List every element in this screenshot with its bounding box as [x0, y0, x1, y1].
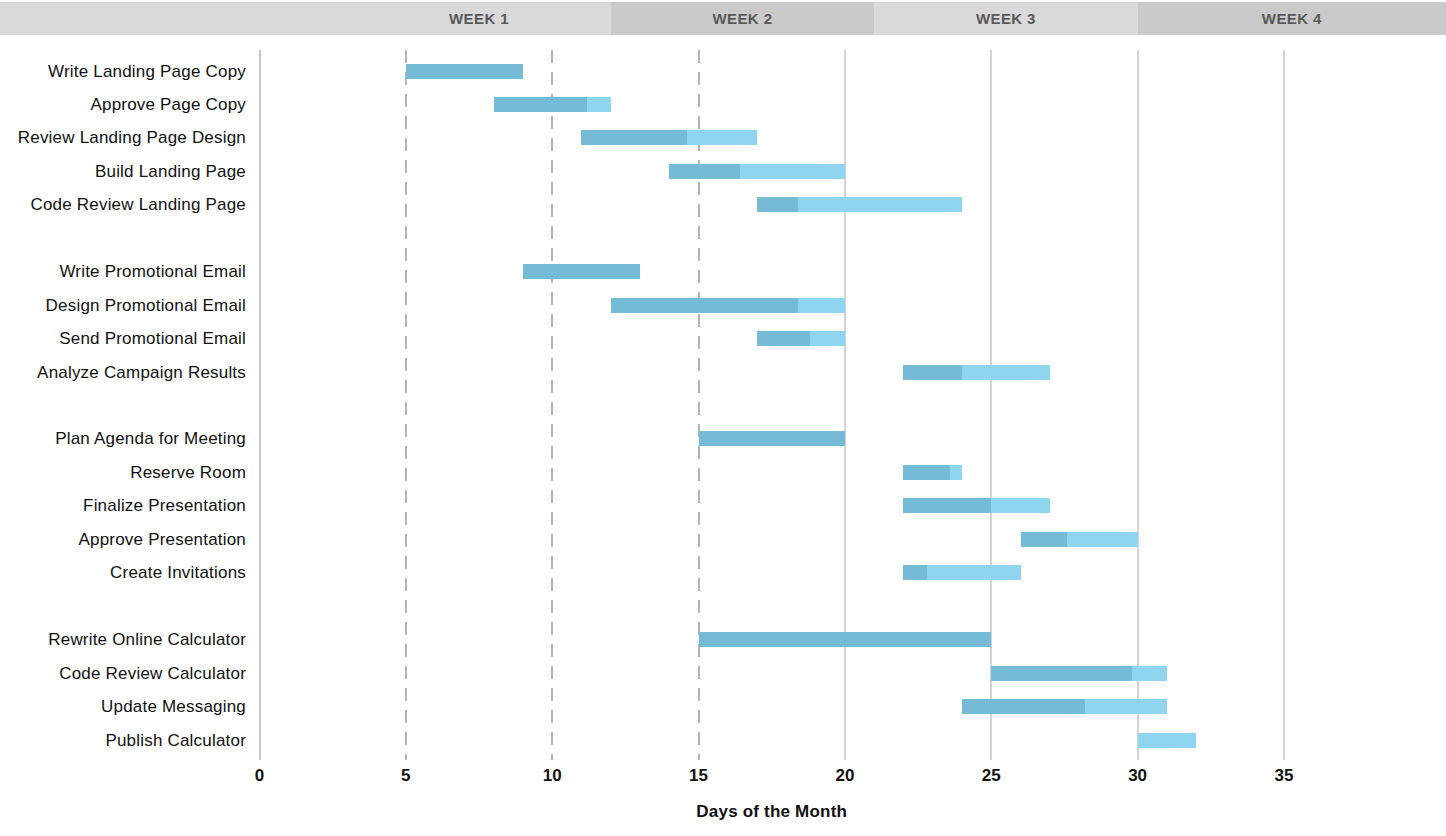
- gridline-day-10: [551, 50, 553, 760]
- week-band-label: WEEK 1: [449, 2, 509, 35]
- task-label: Design Promotional Email: [0, 295, 246, 316]
- gantt-bar: [699, 431, 845, 446]
- bar-remaining-segment: [1067, 532, 1137, 547]
- gantt-bar: [406, 64, 523, 79]
- bar-remaining-segment: [587, 97, 610, 112]
- bar-complete-segment: [581, 130, 686, 145]
- bar-remaining-segment: [991, 498, 1050, 513]
- gridline-day-20: [844, 50, 846, 760]
- bar-remaining-segment: [927, 565, 1021, 580]
- gantt-bar: [1138, 733, 1197, 748]
- gantt-bar: [757, 331, 845, 346]
- task-label: Update Messaging: [0, 696, 246, 717]
- bar-remaining-segment: [1132, 666, 1167, 681]
- x-tick-5: 5: [384, 766, 428, 786]
- bar-complete-segment: [611, 298, 798, 313]
- gridline-day-25: [990, 50, 992, 760]
- gantt-bar: [903, 565, 1020, 580]
- x-tick-30: 30: [1116, 766, 1160, 786]
- bar-complete-segment: [699, 431, 845, 446]
- gantt-bar: [903, 465, 962, 480]
- bar-complete-segment: [991, 666, 1131, 681]
- gridline-day-35: [1283, 50, 1285, 760]
- bar-complete-segment: [757, 331, 810, 346]
- task-label: Analyze Campaign Results: [0, 362, 246, 383]
- bar-remaining-segment: [1138, 733, 1197, 748]
- bar-complete-segment: [903, 498, 991, 513]
- bar-complete-segment: [1021, 532, 1068, 547]
- bar-complete-segment: [406, 64, 523, 79]
- gridline-day-0: [259, 50, 261, 760]
- bar-remaining-segment: [1085, 699, 1167, 714]
- gantt-chart: WEEK 1 WEEK 2 WEEK 3 WEEK 4 Write Landing P…: [0, 0, 1446, 836]
- gantt-bar: [581, 130, 757, 145]
- bar-remaining-segment: [740, 164, 845, 179]
- gantt-bar: [669, 164, 845, 179]
- gantt-bar: [523, 264, 640, 279]
- task-label: Approve Presentation: [0, 529, 246, 550]
- task-label: Approve Page Copy: [0, 94, 246, 115]
- bar-complete-segment: [903, 365, 962, 380]
- bar-complete-segment: [699, 632, 992, 647]
- bar-complete-segment: [757, 197, 798, 212]
- task-label: Build Landing Page: [0, 161, 246, 182]
- task-label: Finalize Presentation: [0, 495, 246, 516]
- bar-complete-segment: [903, 465, 950, 480]
- gantt-bar: [611, 298, 845, 313]
- week-band-label: WEEK 4: [1262, 2, 1322, 35]
- bar-remaining-segment: [687, 130, 757, 145]
- bar-remaining-segment: [810, 331, 845, 346]
- bar-remaining-segment: [798, 197, 962, 212]
- gantt-bar: [962, 699, 1167, 714]
- gantt-bar: [903, 498, 1049, 513]
- task-label: Review Landing Page Design: [0, 127, 246, 148]
- task-label: Publish Calculator: [0, 730, 246, 751]
- gantt-bar: [699, 632, 992, 647]
- gridline-day-15: [698, 50, 700, 760]
- gantt-bar: [1021, 532, 1138, 547]
- task-label: Send Promotional Email: [0, 328, 246, 349]
- bar-remaining-segment: [950, 465, 962, 480]
- x-tick-0: 0: [238, 766, 282, 786]
- task-label: Code Review Landing Page: [0, 194, 246, 215]
- x-tick-35: 35: [1262, 766, 1306, 786]
- x-tick-15: 15: [677, 766, 721, 786]
- x-tick-20: 20: [823, 766, 867, 786]
- task-label: Plan Agenda for Meeting: [0, 428, 246, 449]
- bar-remaining-segment: [798, 298, 845, 313]
- x-tick-10: 10: [530, 766, 574, 786]
- task-label: Create Invitations: [0, 562, 246, 583]
- x-tick-25: 25: [969, 766, 1013, 786]
- bar-complete-segment: [962, 699, 1085, 714]
- gantt-bar: [757, 197, 962, 212]
- gantt-bar: [991, 666, 1167, 681]
- bar-remaining-segment: [962, 365, 1050, 380]
- task-label: Rewrite Online Calculator: [0, 629, 246, 650]
- task-label: Reserve Room: [0, 462, 246, 483]
- bar-complete-segment: [523, 264, 640, 279]
- week-band: [0, 2, 611, 35]
- bar-complete-segment: [669, 164, 739, 179]
- task-label: Write Promotional Email: [0, 261, 246, 282]
- task-label: Code Review Calculator: [0, 663, 246, 684]
- gantt-bar: [903, 365, 1049, 380]
- x-axis-title: Days of the Month: [642, 802, 902, 822]
- task-label: Write Landing Page Copy: [0, 61, 246, 82]
- bar-complete-segment: [494, 97, 588, 112]
- gridline-day-5: [405, 50, 407, 760]
- week-band-label: WEEK 3: [976, 2, 1036, 35]
- gantt-bar: [494, 97, 611, 112]
- bar-complete-segment: [903, 565, 926, 580]
- week-band-label: WEEK 2: [712, 2, 772, 35]
- gridline-day-30: [1137, 50, 1139, 760]
